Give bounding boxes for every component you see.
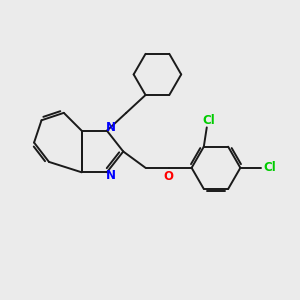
Text: N: N	[106, 121, 116, 134]
Text: Cl: Cl	[202, 114, 214, 128]
Text: N: N	[106, 169, 116, 182]
Text: O: O	[164, 170, 174, 183]
Text: Cl: Cl	[264, 161, 277, 174]
